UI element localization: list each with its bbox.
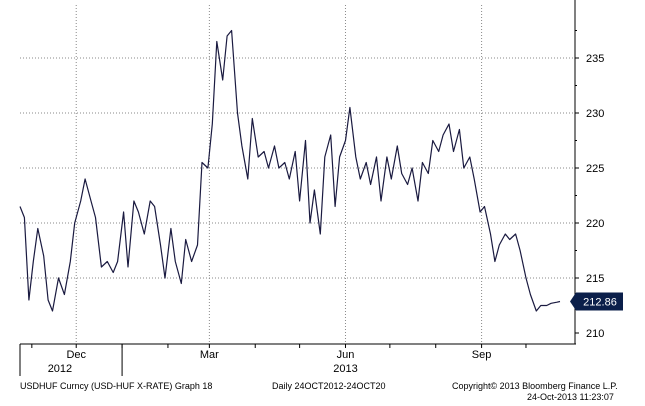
last-value-box: [570, 292, 623, 311]
y-tick-label: 235: [586, 53, 604, 65]
grid: [20, 5, 575, 344]
last-value-badge: 212.86: [570, 292, 623, 311]
year-label: 2013: [333, 363, 357, 375]
footer-timestamp: 24-Oct-2013 11:23:07: [527, 392, 614, 402]
y-axis-ticks: 210 215 220 225 230 235: [575, 30, 604, 340]
y-tick-label: 220: [586, 218, 604, 230]
x-tick-label: Mar: [200, 349, 219, 361]
x-axis-ticks: Dec Mar Jun Sep 2012 2013: [48, 349, 492, 375]
year-label: 2012: [48, 363, 72, 375]
y-tick-label: 210: [586, 328, 604, 340]
footer-security-label: USDHUF Curncy (USD-HUF X-RATE) Graph 18: [20, 381, 213, 391]
y-tick-label: 225: [586, 163, 604, 175]
x-tick-label: Dec: [66, 349, 86, 361]
x-tick-label: Jun: [337, 349, 355, 361]
y-tick-label: 215: [586, 273, 604, 285]
series: [19, 29, 561, 312]
series-line: [19, 29, 561, 312]
y-tick-label: 230: [586, 108, 604, 120]
x-tick-label: Sep: [472, 349, 492, 361]
axes: [19, 0, 576, 376]
footer-copyright: Copyright© 2013 Bloomberg Finance L.P.: [452, 381, 618, 391]
last-value-label: 212.86: [583, 297, 617, 309]
footer-date-range: Daily 24OCT2012-24OCT20: [272, 381, 386, 391]
